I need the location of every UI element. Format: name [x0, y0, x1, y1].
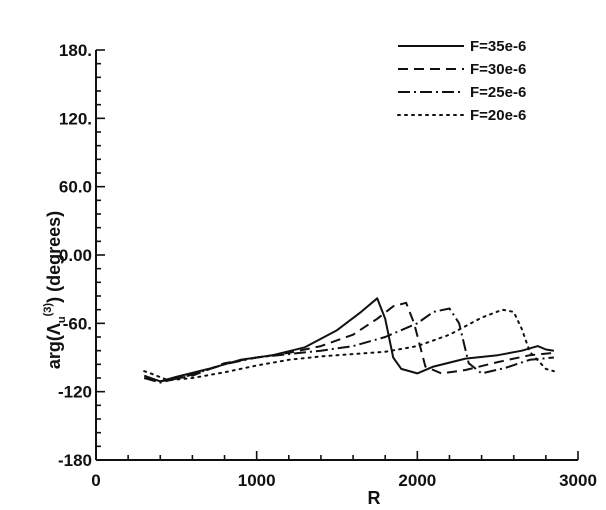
x-axis-title: R: [368, 488, 381, 508]
y-tick-label: -120: [58, 383, 92, 402]
series-line-3: [143, 307, 554, 384]
series-line-1: [143, 297, 555, 383]
series-line-4: [143, 308, 555, 382]
legend-label-2: F=30e-6: [470, 61, 526, 78]
series-line-2: [143, 301, 554, 383]
legend-label-4: F=20e-6: [470, 107, 526, 124]
y-tick-label: -60.: [63, 314, 92, 333]
y-tick-label: 120.: [59, 109, 92, 128]
y-axis-title-sub: u: [56, 316, 68, 323]
x-tick-label: 2000: [398, 471, 436, 490]
y-axis-title-prefix: arg(Λ: [44, 323, 64, 369]
x-tick-label: 3000: [559, 471, 597, 490]
legend-label-1: F=35e-6: [470, 38, 526, 55]
x-tick-label: 1000: [238, 471, 276, 490]
y-tick-label: 180.: [59, 41, 92, 60]
y-tick-label: -180: [58, 451, 92, 470]
y-axis-title-suffix: ) (degrees): [44, 211, 64, 303]
y-tick-label: 0.00: [59, 246, 92, 265]
axes: 0 1000 2000 3000 180. 120. 60.0 0.00 -60. -120 -18…: [58, 41, 597, 490]
y-axis-title: arg(Λu(3)) (degrees): [42, 211, 68, 369]
y-tick-label: 60.0: [59, 178, 92, 197]
series-layer: [143, 297, 555, 384]
x-tick-label: 0: [91, 471, 100, 490]
legend-label-3: F=25e-6: [470, 84, 526, 101]
y-axis-title-sup: (3): [42, 303, 54, 317]
legend: F=35e-6 F=30e-6 F=25e-6 F=20e-6: [397, 38, 526, 124]
